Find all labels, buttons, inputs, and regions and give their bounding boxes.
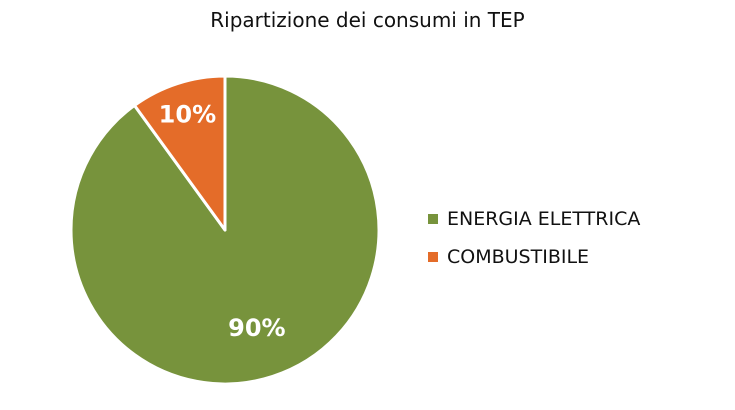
legend-label: ENERGIA ELETTRICA bbox=[447, 208, 641, 230]
data-label-energia-elettrica: 90% bbox=[228, 314, 285, 342]
legend: ENERGIA ELETTRICA COMBUSTIBILE bbox=[428, 200, 640, 276]
chart-title: Ripartizione dei consumi in TEP bbox=[210, 8, 525, 32]
legend-item-combustibile: COMBUSTIBILE bbox=[428, 238, 640, 276]
legend-label: COMBUSTIBILE bbox=[447, 246, 590, 268]
data-label-combustibile: 10% bbox=[159, 100, 216, 128]
pie-slice-combustibile bbox=[132, 74, 227, 232]
legend-swatch bbox=[428, 214, 438, 224]
legend-item-energia-elettrica: ENERGIA ELETTRICA bbox=[428, 200, 640, 238]
legend-swatch bbox=[428, 252, 438, 262]
